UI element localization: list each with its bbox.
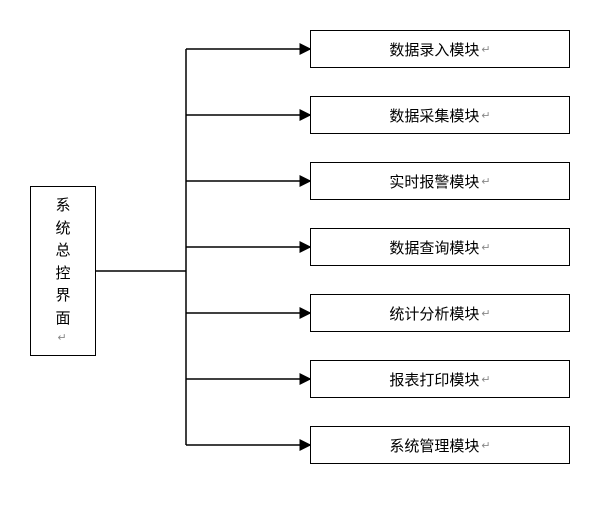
module-node: 实时报警模块↵ xyxy=(310,162,570,200)
root-char: 面 xyxy=(55,308,70,331)
return-mark: ↵ xyxy=(481,175,490,188)
module-label: 系统管理模块 xyxy=(389,435,479,456)
return-mark: ↵ xyxy=(481,241,490,254)
root-char: 界 xyxy=(55,285,70,308)
module-label: 报表打印模块 xyxy=(389,369,479,390)
root-char: 总 xyxy=(55,240,70,263)
module-node: 系统管理模块↵ xyxy=(310,426,570,464)
return-mark: ↵ xyxy=(481,307,490,320)
root-char: 系 xyxy=(55,195,70,218)
root-node: 系统总控界面↵ xyxy=(30,186,96,356)
root-char: 统 xyxy=(55,218,70,241)
module-label: 数据录入模块 xyxy=(389,39,479,60)
module-node: 数据查询模块↵ xyxy=(310,228,570,266)
module-node: 统计分析模块↵ xyxy=(310,294,570,332)
return-mark: ↵ xyxy=(481,373,490,386)
module-label: 数据查询模块 xyxy=(389,237,479,258)
module-node: 数据采集模块↵ xyxy=(310,96,570,134)
return-mark: ↵ xyxy=(57,330,70,347)
return-mark: ↵ xyxy=(481,439,490,452)
module-node: 数据录入模块↵ xyxy=(310,30,570,68)
module-node: 报表打印模块↵ xyxy=(310,360,570,398)
root-char: 控 xyxy=(55,263,70,286)
root-label: 系统总控界面↵ xyxy=(55,195,70,347)
module-label: 统计分析模块 xyxy=(389,303,479,324)
return-mark: ↵ xyxy=(481,109,490,122)
module-label: 数据采集模块 xyxy=(389,105,479,126)
module-label: 实时报警模块 xyxy=(389,171,479,192)
return-mark: ↵ xyxy=(481,43,490,56)
